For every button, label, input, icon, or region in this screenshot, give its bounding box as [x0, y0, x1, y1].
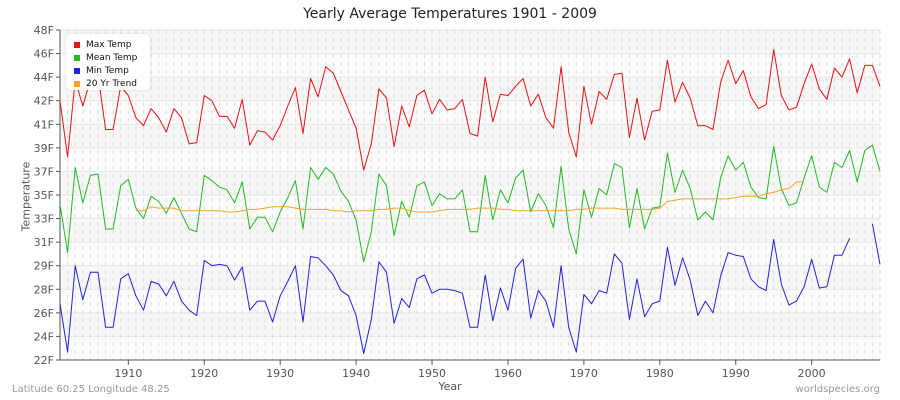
- legend-item-mean: Mean Temp: [74, 52, 150, 63]
- green-square-icon: [74, 54, 80, 61]
- svg-text:29F: 29F: [34, 260, 54, 273]
- svg-text:33F: 33F: [34, 213, 54, 226]
- chart-title: Yearly Average Temperatures 1901 - 2009: [303, 6, 597, 22]
- legend-item-min: Min Temp: [74, 65, 150, 76]
- svg-text:1920: 1920: [190, 367, 218, 380]
- svg-text:1930: 1930: [266, 367, 294, 380]
- data-lines: [59, 49, 881, 354]
- 20-yr-trend-line: [135, 181, 805, 213]
- svg-text:1960: 1960: [494, 367, 522, 380]
- svg-text:48F: 48F: [34, 24, 54, 37]
- svg-text:37F: 37F: [34, 165, 54, 178]
- min-temp-line: [59, 223, 881, 354]
- svg-text:22F: 22F: [34, 354, 54, 367]
- svg-text:26F: 26F: [34, 307, 54, 320]
- svg-text:35F: 35F: [34, 189, 54, 202]
- source-link[interactable]: worldspecies.org: [795, 384, 880, 395]
- coordinates-caption: Latitude 60.25 Longitude 48.25: [12, 384, 170, 395]
- svg-text:42F: 42F: [34, 95, 54, 108]
- x-axis-label: Year: [438, 380, 462, 393]
- legend-item-trend: 20 Yr Trend: [74, 78, 150, 89]
- svg-text:41F: 41F: [34, 118, 54, 131]
- svg-text:28F: 28F: [34, 283, 54, 296]
- max-temp-line: [59, 49, 881, 171]
- svg-text:2000: 2000: [798, 367, 826, 380]
- legend-item-max: Max Temp: [74, 39, 150, 50]
- svg-text:44F: 44F: [34, 71, 54, 84]
- svg-text:1990: 1990: [722, 367, 750, 380]
- y-axis-label: Temperature: [19, 161, 33, 232]
- legend: Max Temp Mean Temp Min Temp 20 Yr Trend: [66, 34, 150, 90]
- svg-text:1980: 1980: [646, 367, 674, 380]
- svg-text:1970: 1970: [570, 367, 598, 380]
- blue-square-icon: [74, 67, 80, 74]
- svg-text:1950: 1950: [418, 367, 446, 380]
- red-square-icon: [74, 41, 80, 48]
- svg-text:46F: 46F: [34, 48, 54, 61]
- mean-temp-line: [59, 144, 881, 263]
- orange-square-icon: [74, 80, 80, 87]
- svg-text:24F: 24F: [34, 330, 54, 343]
- svg-text:31F: 31F: [34, 236, 54, 249]
- grid: [59, 29, 881, 361]
- svg-text:1910: 1910: [114, 367, 142, 380]
- svg-text:39F: 39F: [34, 142, 54, 155]
- axes: 48F 46F 44F 42F 41F 39F 37F 35F 33F 31F 29F 28F 26F 2…: [34, 24, 880, 380]
- svg-text:1940: 1940: [342, 367, 370, 380]
